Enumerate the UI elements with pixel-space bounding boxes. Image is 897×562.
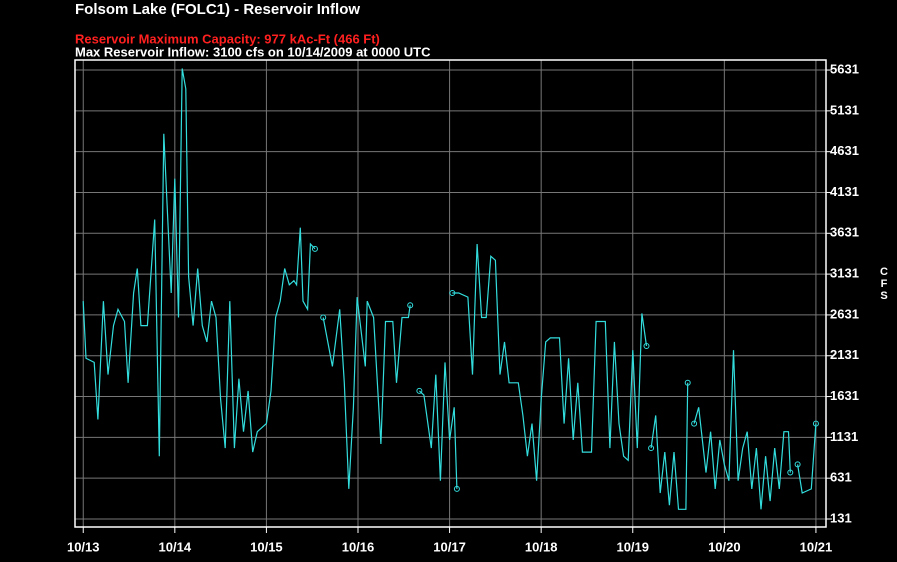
y-tick-label: 3631 (830, 225, 859, 240)
y-tick-label: 631 (830, 470, 852, 485)
x-tick-label: 10/15 (250, 539, 283, 554)
x-tick-label: 10/21 (800, 539, 833, 554)
point-marker (787, 469, 794, 476)
point-marker (407, 302, 414, 309)
x-tick-label: 10/13 (67, 539, 100, 554)
point-marker (449, 289, 456, 296)
point-marker (691, 420, 698, 427)
x-tick-label: 10/18 (525, 539, 558, 554)
x-tick-label: 10/20 (708, 539, 741, 554)
x-tick-label: 10/19 (616, 539, 649, 554)
inflow-line (82, 68, 817, 510)
y-tick-label: 4631 (830, 143, 859, 158)
y-tick-label: 4131 (830, 184, 859, 199)
point-marker (453, 485, 460, 492)
point-marker (794, 461, 801, 468)
point-marker (643, 343, 650, 350)
y-tick-label: 5631 (830, 61, 859, 76)
chart-subtitle: Reservoir Maximum Capacity: 977 kAc-Ft (… (75, 31, 380, 46)
chart-title: Folsom Lake (FOLC1) - Reservoir Inflow (75, 1, 360, 18)
y-tick-label: 3131 (830, 266, 859, 281)
point-marker (684, 379, 691, 386)
annotation: Max Reservoir Inflow: 3100 cfs on 10/14/… (75, 44, 431, 59)
point-marker (648, 445, 655, 452)
y-tick-label: 5131 (830, 102, 859, 117)
y-tick-label: 1131 (830, 429, 858, 444)
point-marker (320, 314, 327, 321)
x-tick-label: 10/14 (159, 539, 192, 554)
point-marker (311, 245, 318, 252)
point-marker (416, 387, 423, 394)
y-tick-label: 2131 (830, 347, 859, 362)
y-tick-label: 2631 (830, 306, 859, 321)
point-marker (812, 420, 819, 427)
plot-frame (74, 59, 827, 528)
x-tick-label: 10/16 (342, 539, 375, 554)
y-tick-label: 131 (830, 510, 852, 525)
y-tick-label: 1631 (830, 388, 859, 403)
x-tick-label: 10/17 (433, 539, 466, 554)
